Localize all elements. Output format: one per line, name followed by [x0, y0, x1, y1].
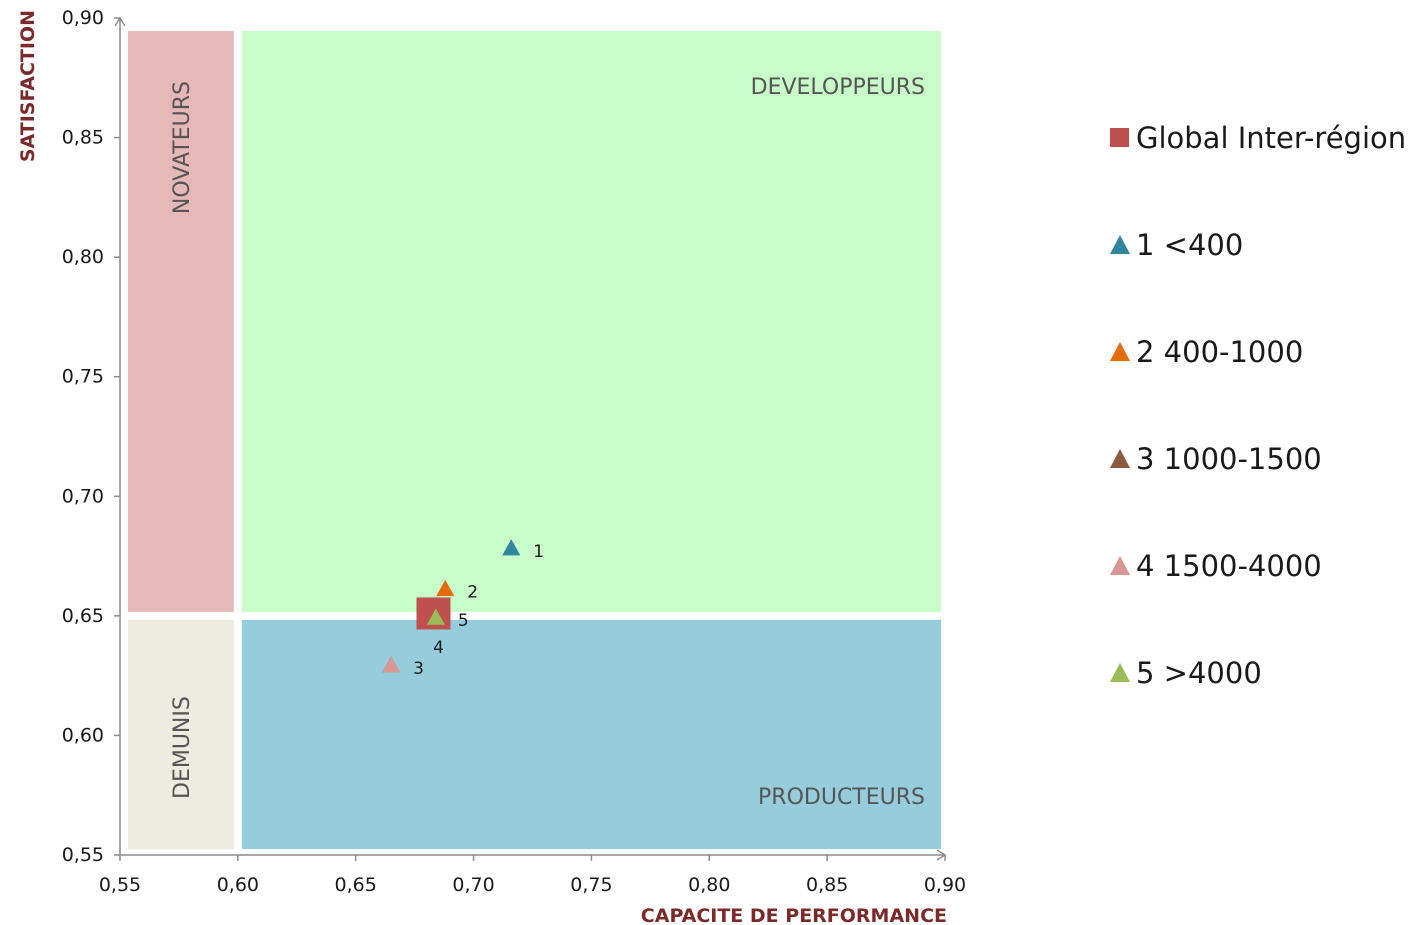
x-tick-label: 0,70 — [452, 874, 494, 896]
x-tick-label: 0,85 — [806, 874, 848, 896]
y-tick-label: 0,65 — [62, 605, 104, 627]
data-label-3: 3 — [413, 659, 424, 679]
legend-entry-3-1000-1500: 3 1000-1500 — [1136, 442, 1322, 476]
y-tick-label: 0,85 — [62, 127, 104, 149]
legend-entry-2-400-1000: 2 400-1000 — [1136, 335, 1303, 369]
legend-entry-4-1500-4000: 4 1500-4000 — [1136, 549, 1322, 583]
legend-entry-5-4000: 5 >4000 — [1136, 656, 1262, 690]
legend-marker-2-400-1000 — [1110, 342, 1130, 361]
legend-entry-global-inter-r-gion: Global Inter-région — [1136, 121, 1406, 155]
legend-marker-4-1500-4000 — [1110, 556, 1130, 575]
quadrant-label-novateurs: NOVATEURS — [170, 81, 195, 214]
data-label-4: 4 — [433, 638, 444, 658]
x-tick-label: 0,80 — [688, 874, 730, 896]
legend-marker-3-1000-1500 — [1110, 449, 1130, 468]
x-tick-label: 0,90 — [924, 874, 966, 896]
x-tick-label: 0,60 — [217, 874, 259, 896]
quadrant-developpeurs — [241, 31, 941, 612]
x-tick-label: 0,75 — [570, 874, 612, 896]
quadrant-label-demunis: DEMUNIS — [170, 696, 195, 799]
y-tick-label: 0,80 — [62, 246, 104, 268]
y-tick-label: 0,70 — [62, 485, 104, 507]
data-label-1: 1 — [533, 542, 544, 562]
legend-marker-5-4000 — [1110, 663, 1130, 682]
legend: Global Inter-région 1 <400 2 400-1000 3 100… — [1110, 121, 1406, 690]
quadrant-label-developpeurs: DEVELOPPEURS — [751, 75, 925, 100]
data-point-4-1500-4000 — [382, 656, 401, 673]
data-point-1-400 — [502, 539, 521, 556]
y-tick-label: 0,90 — [62, 7, 104, 29]
ticks: 0,55 0,60 0,65 0,70 0,75 0,80 0,85 0,90 0,55 0,60… — [62, 7, 966, 896]
legend-marker-1-400 — [1110, 235, 1130, 254]
data-label-2: 2 — [467, 583, 478, 603]
x-axis-title: CAPACITE DE PERFORMANCE — [641, 905, 947, 925]
x-tick-label: 0,65 — [335, 874, 377, 896]
legend-marker-global-inter-r-gion — [1110, 128, 1129, 147]
data-label-5: 5 — [458, 611, 469, 631]
y-tick-label: 0,55 — [62, 844, 104, 866]
y-tick-label: 0,75 — [62, 366, 104, 388]
data-point-5-4000 — [426, 608, 445, 625]
x-tick-label: 0,55 — [99, 874, 141, 896]
quadrant-label-producteurs: PRODUCTEURS — [758, 785, 925, 810]
y-tick-label: 0,60 — [62, 724, 104, 746]
quadrants: NOVATEURS DEVELOPPEURS DEMUNIS PRODUCTEURS — [128, 31, 941, 849]
data-points: 1 2 345 — [382, 539, 544, 679]
legend-entry-1-400: 1 <400 — [1136, 228, 1243, 262]
quadrant-producteurs — [241, 619, 941, 849]
data-point-2-400-1000 — [436, 579, 455, 597]
y-axis-title: SATISFACTION — [17, 10, 39, 162]
quadrant-demunis — [128, 619, 234, 849]
quadrant-novateurs — [128, 31, 234, 612]
